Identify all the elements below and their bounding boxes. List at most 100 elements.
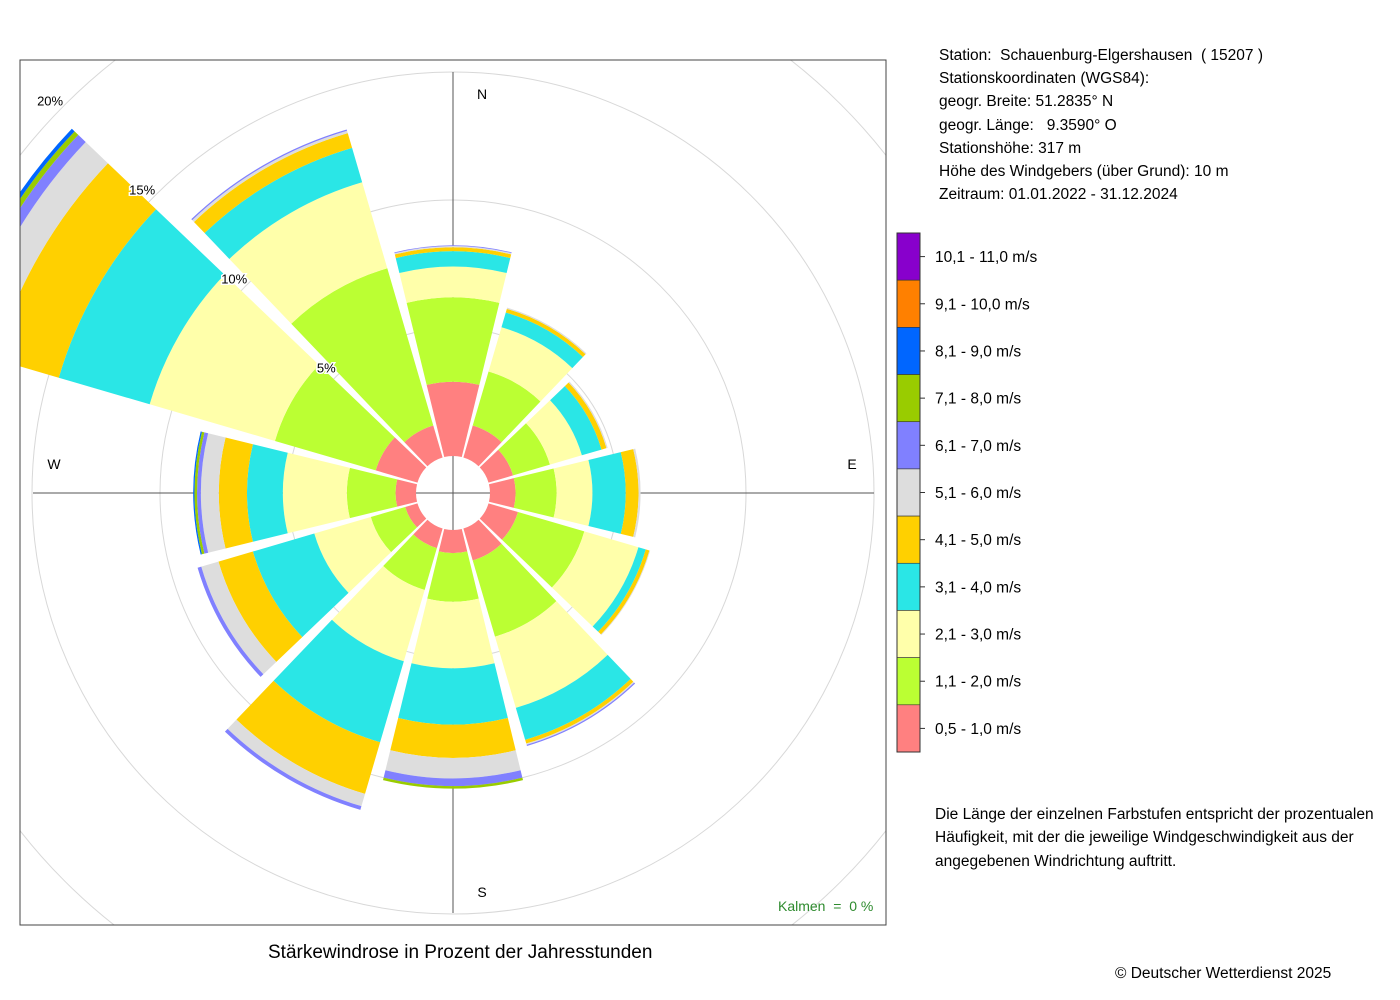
radial-tick-label-5: 5%: [317, 360, 336, 375]
sector-270-class-1: [346, 467, 398, 519]
sector-180-class-0: [438, 528, 468, 554]
sector-270-class-2: [282, 452, 350, 534]
wind-sectors: [20, 128, 651, 810]
sector-30-class-0: [463, 425, 502, 467]
sector-120-class-1: [501, 512, 585, 588]
legend-frame: [896, 232, 921, 753]
sector-270-class-3: [247, 444, 288, 542]
sector-210-class-0: [413, 519, 443, 549]
legend-swatch-10: [896, 232, 921, 281]
legend-swatch-8: [896, 327, 921, 375]
legend-note: Die Länge der einzelnen Farbstufen entsp…: [935, 803, 1395, 873]
sector-240-class-1: [370, 506, 417, 553]
sector-300-class-7: [20, 131, 79, 209]
time-period: Zeitraum: 01.01.2022 - 31.12.2024: [939, 186, 1178, 204]
sector-60-class-1: [498, 423, 550, 476]
sector-330-class-4: [193, 133, 353, 234]
sector-240-class-4: [218, 551, 303, 662]
station-coordinates-heading: Stationskoordinaten (WGS84):: [939, 70, 1150, 88]
sector-330-class-1: [291, 268, 434, 443]
sector-60-class-0: [479, 449, 514, 483]
sector-210-class-1: [383, 534, 437, 590]
sector-120-class-0: [479, 503, 518, 540]
sector-30-class-2: [488, 327, 573, 402]
sector-180-class-3: [398, 663, 508, 725]
sector-270-class-0: [395, 479, 418, 507]
sector-0-class-4: [394, 247, 512, 259]
chart-caption: Stärkewindrose in Prozent der Jahresstun…: [268, 942, 653, 963]
legend-label-2: 2,1 - 3,0 m/s: [935, 627, 1021, 644]
note-line-1: Die Länge der einzelnen Farbstufen entsp…: [935, 806, 1374, 823]
sector-30-class-4: [505, 308, 586, 358]
sector-270-class-8: [193, 431, 202, 555]
sector-330-class-0: [404, 425, 443, 467]
sector-150-class-2: [494, 601, 608, 708]
radial-tick-label-20: 20%: [37, 94, 63, 109]
sector-240-class-3: [252, 533, 349, 638]
sector-0-class-6: [394, 245, 512, 254]
legend-label-6: 6,1 - 7,0 m/s: [935, 438, 1021, 455]
speed-legend: 10,1 - 11,0 m/s 9,1 - 10,0 m/s 8,1 - 9,0 m…: [896, 232, 1037, 753]
legend-swatch-3: [896, 562, 921, 611]
plot-area: 5% 10% 15% 20% N E S W: [20, 60, 886, 925]
sector-90-class-3: [588, 452, 626, 534]
sector-300-class-1: [274, 364, 395, 471]
sector-150-class-0: [463, 519, 502, 561]
sector-300-class-2: [149, 274, 319, 441]
sector-60-class-4: [564, 382, 607, 450]
sector-330-class-2: [229, 182, 388, 324]
legend-label-9: 9,1 - 10,0 m/s: [935, 296, 1030, 313]
sector-180-class-5: [385, 750, 521, 779]
legend-label-4: 4,1 - 5,0 m/s: [935, 532, 1021, 549]
sector-60-class-2: [526, 400, 582, 465]
sector-120-class-3: [592, 547, 646, 632]
sector-300-class-0: [375, 437, 427, 483]
legend-label-7: 7,1 - 8,0 m/s: [935, 391, 1021, 408]
sector-300-class-5: [20, 142, 108, 293]
compass-label-S: S: [477, 884, 486, 900]
compass-label-W: W: [47, 456, 61, 472]
legend-swatch-4: [896, 515, 921, 564]
sector-0-class-3: [395, 251, 511, 274]
sector-150-class-3: [515, 654, 631, 740]
station-latitude: geogr. Breite: 51.2835° N: [939, 93, 1114, 111]
legend-label-8: 8,1 - 9,0 m/s: [935, 343, 1021, 360]
compass-label-E: E: [847, 456, 856, 472]
radial-tick-label-10: 10%: [221, 271, 247, 286]
sector-270-class-5: [200, 433, 226, 553]
station-name: Station: Schauenburg-Elgershausen ( 1520…: [939, 47, 1263, 64]
sector-90-class-2: [553, 459, 593, 527]
sector-180-class-1: [427, 551, 479, 602]
sector-120-class-2: [551, 531, 639, 627]
sector-120-class-4: [598, 549, 650, 635]
legend-swatch-6: [896, 421, 921, 470]
sector-210-class-2: [331, 566, 425, 662]
calms-label: Kalmen = 0 %: [778, 898, 874, 914]
sector-90-class-1: [513, 468, 557, 518]
sector-150-class-4: [525, 678, 634, 744]
station-longitude: geogr. Länge: 9.3590° O: [939, 116, 1117, 134]
sector-0-class-2: [399, 266, 507, 303]
sector-270-class-4: [218, 437, 253, 549]
note-line-3: angegebenen Windrichtung auftritt.: [935, 852, 1177, 870]
legend-swatch-0: [896, 704, 921, 753]
sector-0-class-5: [394, 246, 512, 255]
sector-300-class-8: [20, 128, 75, 200]
sector-240-class-5: [201, 561, 277, 675]
sector-0-class-0: [426, 381, 480, 458]
plot-frame: [19, 59, 887, 926]
sector-210-class-4: [236, 680, 381, 794]
sector-270-class-7: [194, 431, 205, 555]
copyright: © Deutscher Wetterdienst 2025: [1115, 965, 1332, 982]
sector-210-class-5: [227, 719, 366, 807]
sector-180-class-6: [383, 770, 523, 786]
note-line-2: Häufigkeit, mit der die jeweilige Windge…: [935, 829, 1354, 847]
sector-60-class-3: [550, 386, 602, 456]
sector-210-class-3: [273, 619, 404, 743]
sector-0-class-1: [406, 297, 500, 385]
sector-330-class-3: [204, 147, 363, 259]
sector-270-class-6: [197, 432, 209, 554]
station-elevation: Stationshöhe: 317 m: [939, 139, 1082, 157]
legend-swatch-9: [896, 279, 921, 328]
